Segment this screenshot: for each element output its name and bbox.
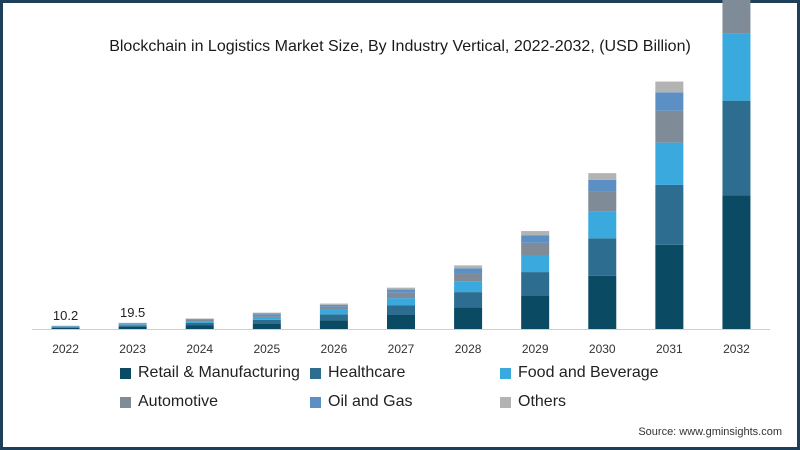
bar-segment <box>521 231 550 236</box>
bar-segment <box>118 322 147 324</box>
legend-item: Retail & Manufacturing <box>120 364 300 382</box>
bar-segment <box>319 314 348 321</box>
bar-segment <box>588 275 617 329</box>
x-tick-label: 2024 <box>186 342 213 356</box>
bar-segment <box>588 238 617 276</box>
x-tick-label: 2030 <box>589 342 616 356</box>
x-tick-label: 2022 <box>52 342 79 356</box>
chart-title: Blockchain in Logistics Market Size, By … <box>109 38 691 55</box>
bar-segment <box>655 81 684 93</box>
x-tick-label: 2027 <box>388 342 415 356</box>
bar-segment <box>521 272 550 296</box>
bar-segment <box>252 316 281 320</box>
bar-segment <box>521 255 550 273</box>
bar-segment <box>521 235 550 243</box>
legend-swatch <box>310 396 321 408</box>
legend-item: Healthcare <box>310 364 405 382</box>
legend-label: Others <box>518 393 567 410</box>
legend-label: Healthcare <box>328 364 406 381</box>
bar-segment <box>655 92 684 111</box>
bar-segment <box>185 325 214 329</box>
bar-segment <box>118 323 147 325</box>
x-tick-label: 2026 <box>321 342 348 356</box>
bar-segment <box>118 325 147 327</box>
bar-segment <box>588 211 617 239</box>
bar-segment <box>252 323 281 329</box>
bar-segment <box>521 242 550 256</box>
bar-segment <box>319 306 348 310</box>
bar-segment <box>387 315 415 329</box>
x-tick-label: 2028 <box>455 342 482 356</box>
bar-segment <box>655 110 684 143</box>
legend-label: Automotive <box>138 393 219 410</box>
bar-segment <box>722 33 751 101</box>
bar-segment <box>185 322 214 326</box>
legend-swatch <box>120 396 131 408</box>
bar-segment <box>252 312 281 314</box>
bar-segment <box>454 268 483 274</box>
bar-segment <box>118 323 147 324</box>
bar-segment <box>722 195 751 329</box>
bar-segment <box>387 287 415 290</box>
bar-segment <box>722 0 751 34</box>
data-label: 10.2 <box>53 308 78 323</box>
bar-segment <box>588 173 617 180</box>
bar-segment <box>454 292 483 308</box>
bar-segment <box>252 314 281 317</box>
legend-label: Food and Beverage <box>518 364 659 381</box>
bar-segment <box>185 318 214 320</box>
legend-item: Food and Beverage <box>500 364 659 382</box>
bar-segment <box>118 326 147 329</box>
bar-segment <box>655 142 684 185</box>
x-tick-label: 2031 <box>656 342 683 356</box>
bar-segment <box>319 304 348 307</box>
x-tick-label: 2023 <box>119 342 146 356</box>
legend-item: Automotive <box>120 393 218 411</box>
bar-segment <box>454 307 483 329</box>
bar-segment <box>252 313 281 315</box>
bar-segment <box>387 298 415 306</box>
legend-item: Others <box>500 393 566 411</box>
legend-swatch <box>310 367 321 379</box>
bar-segment <box>319 309 348 315</box>
bar-segment <box>118 324 147 326</box>
bar-segment <box>588 191 617 212</box>
bar-segment <box>387 289 415 293</box>
bar-segment <box>51 326 80 328</box>
bar-segment <box>387 292 415 299</box>
bar-segment <box>454 273 483 282</box>
bar-segment <box>51 327 80 329</box>
legend-label: Oil and Gas <box>328 393 413 410</box>
bar-segment <box>252 319 281 324</box>
bar-segment <box>655 184 684 245</box>
legend-swatch <box>500 396 511 408</box>
bar-segment <box>655 244 684 329</box>
bar-segment <box>722 100 751 196</box>
legend-swatch <box>500 367 511 379</box>
bar-segment <box>185 319 214 322</box>
bar-segment <box>319 320 348 329</box>
x-tick-label: 2032 <box>723 342 750 356</box>
legend-item: Oil and Gas <box>310 393 412 411</box>
bar-segment <box>454 281 483 293</box>
bar-segment <box>185 318 214 320</box>
bar-segment <box>588 179 617 192</box>
bar-segment <box>319 303 348 305</box>
bar-segment <box>521 295 550 329</box>
source-note: Source: www.gminsights.com <box>638 426 782 438</box>
data-label: 19.5 <box>120 305 145 320</box>
legend-label: Retail & Manufacturing <box>138 364 300 381</box>
bar-segment <box>51 325 80 327</box>
x-tick-label: 2025 <box>253 342 280 356</box>
x-tick-label: 2029 <box>522 342 549 356</box>
bar-segment <box>454 265 483 269</box>
bar-segment <box>185 321 214 323</box>
legend-swatch <box>120 367 131 379</box>
bar-segment <box>387 305 415 316</box>
bar-segment <box>51 327 80 328</box>
